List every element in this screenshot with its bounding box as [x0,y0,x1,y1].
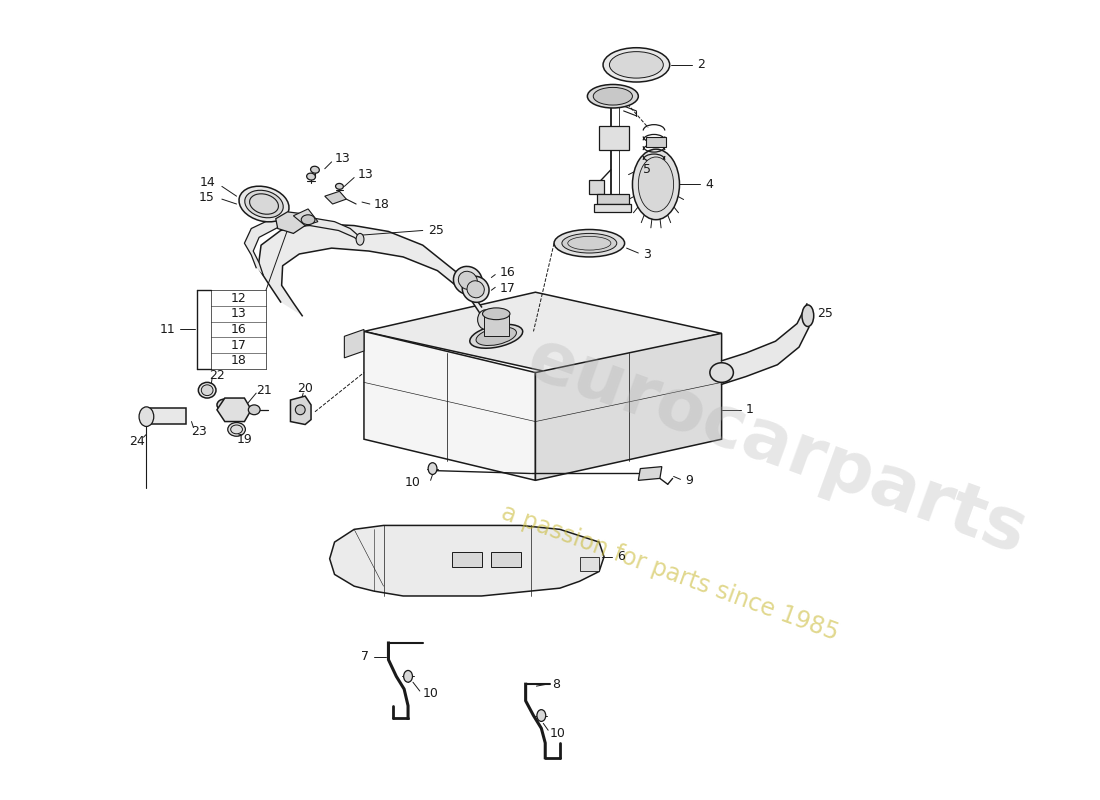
Polygon shape [594,204,631,212]
Polygon shape [646,138,666,147]
Polygon shape [258,224,490,327]
Text: 17: 17 [231,338,246,352]
Polygon shape [492,552,520,566]
Text: 10: 10 [422,687,439,701]
Ellipse shape [470,324,522,348]
Ellipse shape [453,266,482,294]
Polygon shape [146,408,186,425]
Text: a passion for parts since 1985: a passion for parts since 1985 [498,500,842,645]
Polygon shape [484,314,509,336]
Polygon shape [597,194,628,204]
Text: 4: 4 [705,178,713,191]
Ellipse shape [593,87,632,105]
Ellipse shape [198,382,216,398]
Ellipse shape [710,362,734,382]
Text: 10: 10 [550,726,566,740]
Text: 3: 3 [644,249,651,262]
Ellipse shape [428,462,437,474]
Text: 2: 2 [697,58,705,71]
Ellipse shape [356,234,364,245]
Ellipse shape [462,276,490,302]
Text: 18: 18 [231,354,246,367]
Text: 5: 5 [644,163,651,176]
Text: 22: 22 [209,369,224,382]
Polygon shape [294,209,318,226]
Ellipse shape [201,385,213,395]
Polygon shape [217,398,251,422]
Text: 13: 13 [231,307,246,320]
Text: 9: 9 [685,474,693,487]
Ellipse shape [468,281,484,298]
Text: 10: 10 [405,476,421,489]
Text: 11: 11 [161,323,176,336]
Ellipse shape [459,271,477,290]
Polygon shape [290,396,311,425]
Ellipse shape [245,190,283,218]
Ellipse shape [554,230,625,257]
Polygon shape [276,212,305,234]
Ellipse shape [404,670,412,682]
Polygon shape [344,330,364,358]
Ellipse shape [587,85,638,108]
Text: 14: 14 [199,176,214,189]
Polygon shape [330,526,604,596]
Ellipse shape [249,405,260,414]
Ellipse shape [609,52,663,78]
Text: eurocarparts: eurocarparts [518,325,1036,570]
Ellipse shape [537,710,546,722]
Text: 24: 24 [129,434,144,448]
Ellipse shape [477,310,493,330]
Polygon shape [638,466,662,480]
Text: 1: 1 [746,403,754,416]
Text: 15: 15 [199,190,214,204]
Ellipse shape [228,422,245,436]
Text: 13: 13 [334,153,350,166]
Ellipse shape [301,214,315,225]
Text: 8: 8 [552,678,560,690]
Text: 19: 19 [236,433,252,446]
Polygon shape [324,191,346,204]
Ellipse shape [239,186,289,222]
Ellipse shape [632,149,680,220]
Polygon shape [244,217,362,274]
Text: 21: 21 [256,384,272,397]
Ellipse shape [562,234,617,253]
Text: 23: 23 [191,425,207,438]
Polygon shape [364,331,536,480]
Ellipse shape [217,399,232,410]
Ellipse shape [336,183,343,190]
Polygon shape [722,304,808,384]
Text: 13: 13 [359,168,374,181]
Ellipse shape [802,305,814,326]
Text: 7: 7 [361,650,368,663]
Ellipse shape [483,308,510,320]
Ellipse shape [310,166,319,173]
Text: 25: 25 [428,224,443,237]
Text: 25: 25 [816,307,833,320]
Ellipse shape [307,173,316,180]
Polygon shape [600,126,628,150]
Text: 12: 12 [231,291,246,305]
Polygon shape [364,292,722,373]
Ellipse shape [638,157,673,212]
Text: 18: 18 [374,198,389,210]
Ellipse shape [139,407,154,426]
Ellipse shape [603,48,670,82]
Polygon shape [590,179,604,194]
Polygon shape [452,552,482,566]
Text: 16: 16 [231,323,246,336]
Ellipse shape [476,327,516,346]
Polygon shape [580,557,600,571]
Polygon shape [536,334,722,480]
Text: 17: 17 [499,282,515,294]
Circle shape [296,405,305,414]
Text: 16: 16 [499,266,515,279]
Text: 6: 6 [617,550,625,563]
Text: 20: 20 [297,382,313,394]
